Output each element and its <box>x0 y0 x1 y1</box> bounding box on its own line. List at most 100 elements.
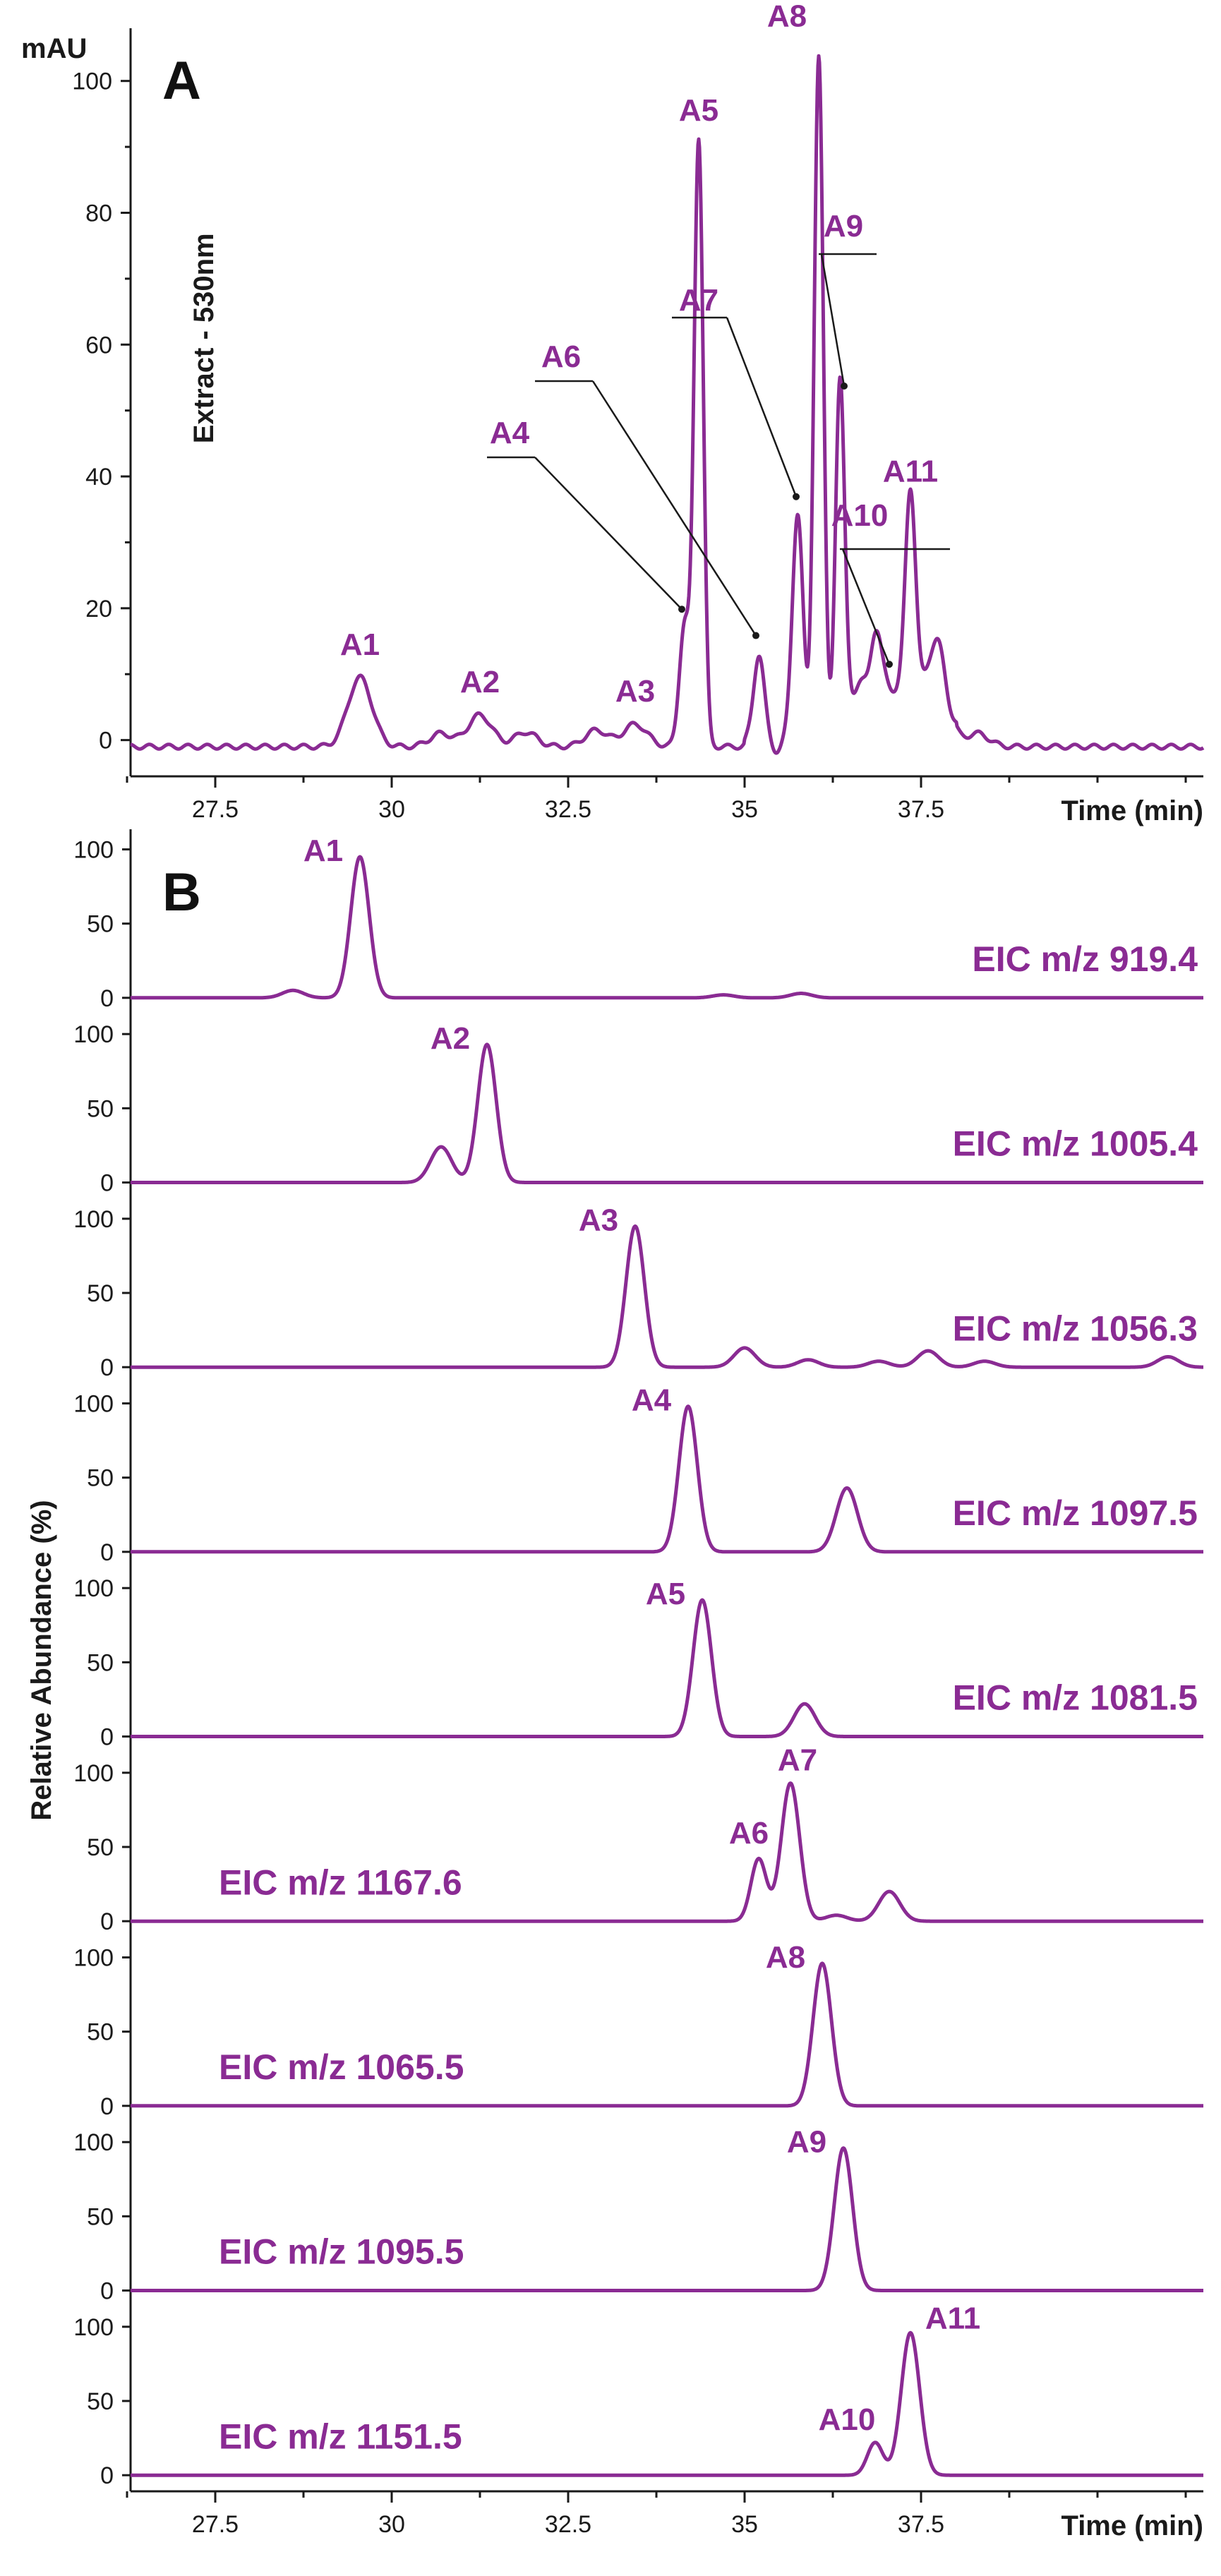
y-tick-label: 50 <box>87 1465 114 1492</box>
y-unit-label: mAU <box>21 33 87 64</box>
y-tick-label: 0 <box>100 2093 114 2120</box>
peak-label-a8: A8 <box>766 1940 805 1975</box>
leader-arrowhead <box>752 632 759 639</box>
leader-line-a6 <box>535 380 757 637</box>
series-label: EIC m/z 1056.3 <box>953 1308 1198 1348</box>
leader-line-a9 <box>819 253 877 387</box>
eic-trace-group: 0 50 100 A3 EIC m/z 1056.3 <box>73 1203 1205 1381</box>
eic-trace <box>129 1224 1205 1369</box>
y-tick-label: 100 <box>73 1945 114 1972</box>
eic-trace <box>129 1598 1205 1738</box>
leader-line-a4 <box>487 456 682 610</box>
y-tick-label: 100 <box>73 1575 114 1602</box>
y-tick-label: 50 <box>87 1834 114 1861</box>
y-tick-label: 0 <box>100 2278 114 2305</box>
x-tick-label: 37.5 <box>898 796 944 823</box>
y-tick-label: 0 <box>100 1908 114 1935</box>
y-tick-label: 100 <box>73 837 114 864</box>
series-label: EIC m/z 1097.5 <box>953 1493 1198 1533</box>
eic-trace-group: 0 50 100 A8 EIC m/z 1065.5 <box>73 1940 1205 2120</box>
eic-trace <box>129 1042 1205 1184</box>
y-tick-label: 100 <box>72 68 112 95</box>
y-tick-label: 100 <box>73 1206 114 1233</box>
series-label: EIC m/z 1167.6 <box>219 1862 462 1902</box>
y-tick-label: 0 <box>99 728 112 754</box>
peak-label-a4: A4 <box>632 1383 672 1418</box>
peak-label-a9: A9 <box>824 209 863 243</box>
eic-trace <box>129 1404 1205 1554</box>
eic-trace <box>129 1781 1205 1923</box>
y-tick-label: 100 <box>73 2129 114 2156</box>
y-axis-label: Relative Abundance (%) <box>26 1500 57 1820</box>
peak-label-a7: A7 <box>778 1743 817 1778</box>
peak-label-a2: A2 <box>431 1021 470 1056</box>
eic-trace-group: 0 50 100 A2 EIC m/z 1005.4 <box>73 1021 1205 1197</box>
y-tick-label: 0 <box>100 1724 114 1751</box>
x-tick-label: 32.5 <box>545 2511 591 2538</box>
series-label: EIC m/z 1081.5 <box>953 1678 1198 1718</box>
series-label: EIC m/z 1065.5 <box>219 2047 464 2087</box>
y-tick-label: 60 <box>85 332 112 359</box>
x-tick-label: 30 <box>378 2511 405 2538</box>
y-tick-label: 50 <box>87 1649 114 1676</box>
eic-trace <box>129 2330 1205 2477</box>
eic-trace <box>129 855 1205 1000</box>
y-tick-label: 50 <box>87 2203 114 2230</box>
y-tick-label: 40 <box>85 464 112 490</box>
peak-label-a2: A2 <box>460 665 500 699</box>
y-axis-label: Extract - 530nm <box>188 233 219 443</box>
leader-line-a7 <box>672 316 798 498</box>
peak-label-a1: A1 <box>340 627 380 662</box>
eic-trace-group: 0 50 100 A1 EIC m/z 919.4 <box>73 833 1205 1012</box>
y-tick-label: 50 <box>87 911 114 938</box>
peak-label-a10: A10 <box>819 2402 876 2437</box>
y-tick-label: 50 <box>87 1095 114 1122</box>
series-label: EIC m/z 919.4 <box>972 939 1198 979</box>
leader-arrowhead <box>841 382 848 390</box>
x-axis-label: Time (min) <box>1061 795 1203 826</box>
peak-label-a9: A9 <box>787 2125 826 2160</box>
y-tick-label: 100 <box>73 1391 114 1418</box>
x-tick-label: 35 <box>731 2511 758 2538</box>
x-axis-label: Time (min) <box>1061 2510 1203 2541</box>
series-label: EIC m/z 1095.5 <box>219 2232 464 2272</box>
peak-label-a5: A5 <box>679 93 718 128</box>
x-tick-label: 37.5 <box>898 2511 944 2538</box>
peak-label-a6: A6 <box>729 1816 769 1850</box>
peak-label-a10: A10 <box>831 498 889 533</box>
y-tick-label: 0 <box>100 2462 114 2489</box>
eic-trace-group: 0 50 100 A9 EIC m/z 1095.5 <box>73 2125 1205 2305</box>
leader-arrowhead <box>678 606 685 613</box>
y-tick-label: 0 <box>100 1539 114 1566</box>
eic-trace-group: 0 50 100 A6 A7 EIC m/z 1167.6 <box>73 1743 1205 1935</box>
peak-label-a3: A3 <box>579 1203 618 1237</box>
x-tick-label: 35 <box>731 796 758 823</box>
y-tick-label: 50 <box>87 2019 114 2046</box>
panel-label: B <box>162 862 201 922</box>
peak-label-a5: A5 <box>646 1577 685 1611</box>
leader-line-a10 <box>840 548 950 665</box>
leader-arrowhead <box>886 661 893 668</box>
y-tick-label: 0 <box>100 985 114 1012</box>
panel-a: 0 20 40 60 80 100 27.5 30 32.5 35 37.5 mAU A Extract … <box>21 0 1205 826</box>
series-label: EIC m/z 1151.5 <box>219 2416 462 2456</box>
y-tick-label: 50 <box>87 2388 114 2415</box>
eic-trace <box>129 2146 1205 2292</box>
y-tick-label: 0 <box>100 1354 114 1381</box>
y-tick-label: 100 <box>73 1760 114 1787</box>
peak-label-a8: A8 <box>767 0 807 33</box>
y-tick-label: 100 <box>73 1021 114 1048</box>
peak-label-a4: A4 <box>490 416 530 450</box>
eic-trace-group: 0 50 100 A10 A11 EIC m/z 1151.5 <box>73 2301 1205 2489</box>
eic-trace-group: 0 50 100 A5 EIC m/z 1081.5 <box>73 1575 1205 1751</box>
x-tick-label: 32.5 <box>545 796 591 823</box>
panel-b: B Relative Abundance (%) Time (min) 27.5 30 3… <box>26 829 1205 2541</box>
panel-label: A <box>162 51 201 111</box>
y-tick-label: 80 <box>85 200 112 227</box>
chromatogram-trace <box>129 54 1205 755</box>
x-tick-label: 27.5 <box>192 2511 239 2538</box>
series-label: EIC m/z 1005.4 <box>953 1124 1198 1164</box>
x-tick-label: 30 <box>378 796 405 823</box>
y-tick-label: 100 <box>73 2314 114 2341</box>
